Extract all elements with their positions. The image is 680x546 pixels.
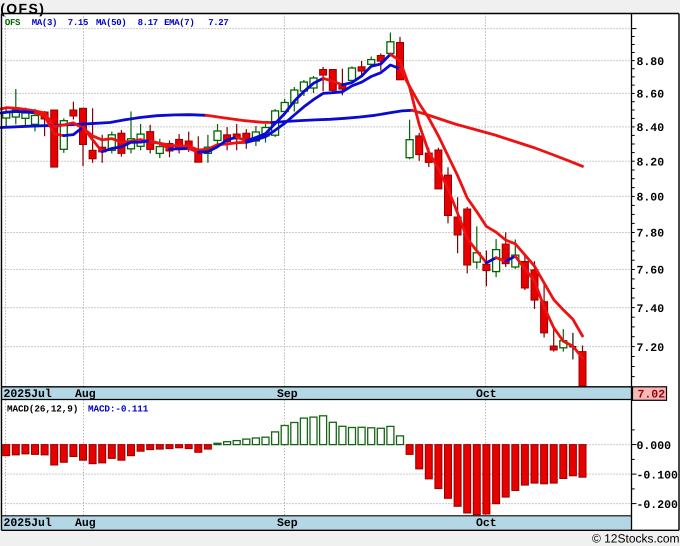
svg-text:0.000: 0.000 [637,440,672,453]
svg-text:7.15: 7.15 [68,18,88,28]
svg-text:8.00: 8.00 [637,192,665,205]
svg-text:8.17: 8.17 [138,18,158,28]
svg-text:Oct: Oct [476,517,497,530]
svg-text:MA(50): MA(50) [96,18,126,28]
svg-text:Sep: Sep [277,517,298,530]
svg-text:8.40: 8.40 [637,122,665,135]
svg-text:(OFS): (OFS) [0,0,45,16]
svg-text:7.60: 7.60 [637,265,665,278]
svg-text:8.80: 8.80 [637,56,665,69]
svg-text:Aug: Aug [75,388,96,401]
svg-text:Aug: Aug [75,517,96,530]
svg-text:8.20: 8.20 [637,156,665,169]
svg-text:8.60: 8.60 [637,89,665,102]
svg-text:Sep: Sep [277,388,298,401]
svg-text:Oct: Oct [476,388,497,401]
svg-text:-0.200: -0.200 [637,499,679,512]
svg-text:7.02: 7.02 [638,388,666,401]
svg-text:7.27: 7.27 [208,18,228,28]
svg-text:EMA(7): EMA(7) [164,18,194,28]
svg-text:7.20: 7.20 [637,342,665,355]
svg-text:2025Jul: 2025Jul [4,517,52,530]
svg-text:7.80: 7.80 [637,228,665,241]
svg-text:© 12Stocks.com: © 12Stocks.com [592,532,680,546]
svg-text:MACD:-0.111: MACD:-0.111 [88,404,149,415]
svg-text:2025Jul: 2025Jul [4,388,52,401]
svg-text:7.40: 7.40 [637,303,665,316]
svg-text:-0.100: -0.100 [637,469,679,482]
svg-text:OFS: OFS [5,18,21,28]
svg-text:MA(3): MA(3) [32,18,57,28]
svg-text:MACD(26,12,9): MACD(26,12,9) [7,404,78,415]
